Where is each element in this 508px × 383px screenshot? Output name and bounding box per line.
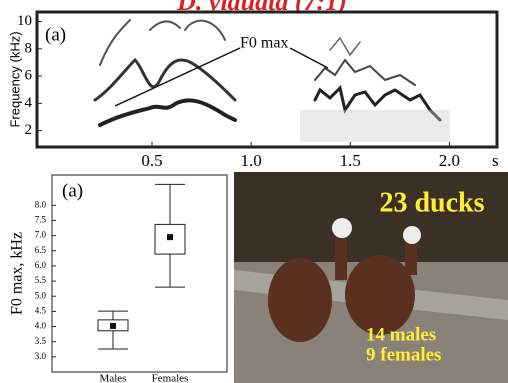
y-tick-label: 10 (17, 13, 32, 29)
x-tick-label: 0.5 (141, 151, 162, 170)
y-tick-label: 8 (25, 40, 33, 56)
y-tick-label: 4.5 (35, 305, 47, 315)
y-tick-label: 6.0 (35, 260, 47, 270)
y-tick-label: 5.5 (35, 275, 47, 285)
y-tick-label: 2 (25, 122, 33, 138)
boxplot-frame (52, 175, 227, 372)
y-axis-label: F0 max, kHz (9, 232, 26, 315)
photo-caption: 23 ducks (379, 187, 484, 218)
x-tick-label: 1.5 (340, 151, 361, 170)
y-tick-label: 7.5 (35, 215, 47, 225)
x-tick-label: Females (152, 373, 189, 383)
mean-marker (167, 234, 173, 240)
y-tick-label: 8.0 (35, 199, 47, 209)
y-tick-label: 6.5 (35, 245, 47, 255)
y-tick-label: 6 (25, 68, 33, 84)
photo-subcaption: 14 males (366, 324, 436, 345)
figure: D. viduata (7:1) 2468100.51.01.52.0sFreq… (0, 0, 508, 383)
y-tick-label: 4.0 (35, 321, 47, 331)
annotation: F0 max (240, 35, 288, 52)
y-tick-label: 3.0 (35, 351, 47, 361)
y-tick-label: 7.0 (35, 230, 47, 240)
y-axis-label: Frequency (kHz) (7, 31, 22, 127)
x-axis-label: s (492, 151, 499, 170)
mean-marker (110, 323, 116, 329)
y-tick-label: 3.5 (35, 336, 47, 346)
panel-label: (a) (62, 180, 83, 201)
y-tick-label: 4 (25, 95, 33, 111)
y-tick-label: 5.0 (35, 290, 47, 300)
x-tick-label: Males (100, 373, 127, 383)
panel-label: (a) (45, 24, 66, 45)
x-tick-label: 1.0 (241, 151, 262, 170)
photo-subcaption: 9 females (366, 344, 441, 365)
x-tick-label: 2.0 (439, 151, 460, 170)
